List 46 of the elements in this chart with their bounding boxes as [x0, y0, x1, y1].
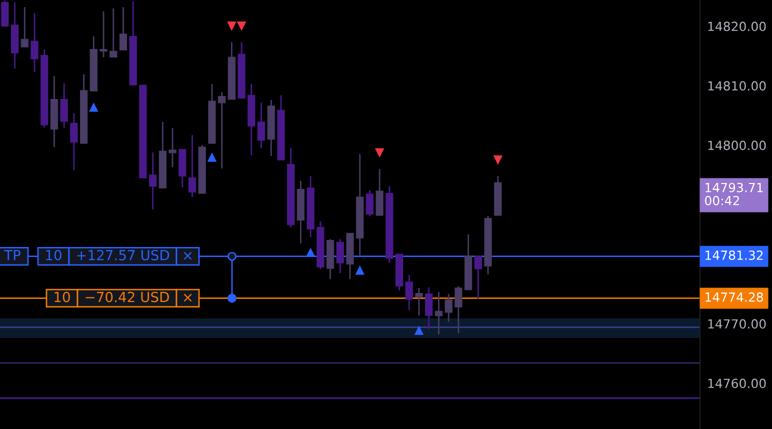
candlestick — [336, 238, 344, 274]
candlestick — [70, 112, 78, 171]
candlestick — [218, 92, 226, 170]
candlestick — [20, 6, 28, 48]
candlestick — [60, 82, 68, 129]
annotation: × — [184, 252, 192, 260]
annotation: 10 — [46, 250, 62, 260]
candlestick — [110, 8, 118, 58]
point — [493, 155, 503, 165]
candlestick — [168, 127, 176, 168]
annotation: +127.57 USD — [77, 250, 170, 260]
candlestick — [149, 152, 157, 210]
point — [374, 148, 384, 158]
candlestick — [415, 287, 423, 316]
annotation: × — [184, 294, 192, 302]
candlestick — [257, 102, 266, 149]
point — [236, 22, 246, 31]
candlestick — [188, 134, 196, 198]
y-tick-label: 14770.00 — [708, 319, 766, 329]
point — [207, 152, 217, 162]
candlestick — [454, 286, 462, 334]
y-tick-label: 14800.00 — [708, 140, 766, 150]
candlestick — [30, 12, 38, 73]
y-tick-label: 14820.00 — [708, 22, 766, 32]
y-tick-label: 14810.00 — [708, 81, 766, 91]
candlestick — [434, 291, 443, 336]
annotation: 10 — [54, 292, 70, 302]
y-tick-label: 14760.00 — [708, 378, 766, 388]
candlestick — [405, 274, 413, 311]
annotation: −70.42 USD — [86, 292, 169, 302]
candlestick — [100, 10, 108, 58]
candlestick — [1, 0, 9, 27]
point — [227, 22, 236, 31]
point — [414, 326, 424, 335]
candlestick — [366, 190, 374, 217]
text: 14793.71 00:42 — [705, 182, 763, 206]
point — [89, 102, 98, 112]
candlestick — [119, 6, 128, 51]
candlestick — [474, 255, 482, 300]
ref-line-label: 14774.28 — [706, 292, 763, 302]
point — [355, 265, 365, 275]
candlestick — [444, 293, 452, 323]
candlestick — [425, 286, 433, 330]
annotation: TP — [4, 250, 20, 260]
ref-line-label: 14781.32 — [706, 250, 763, 260]
point — [306, 248, 316, 257]
